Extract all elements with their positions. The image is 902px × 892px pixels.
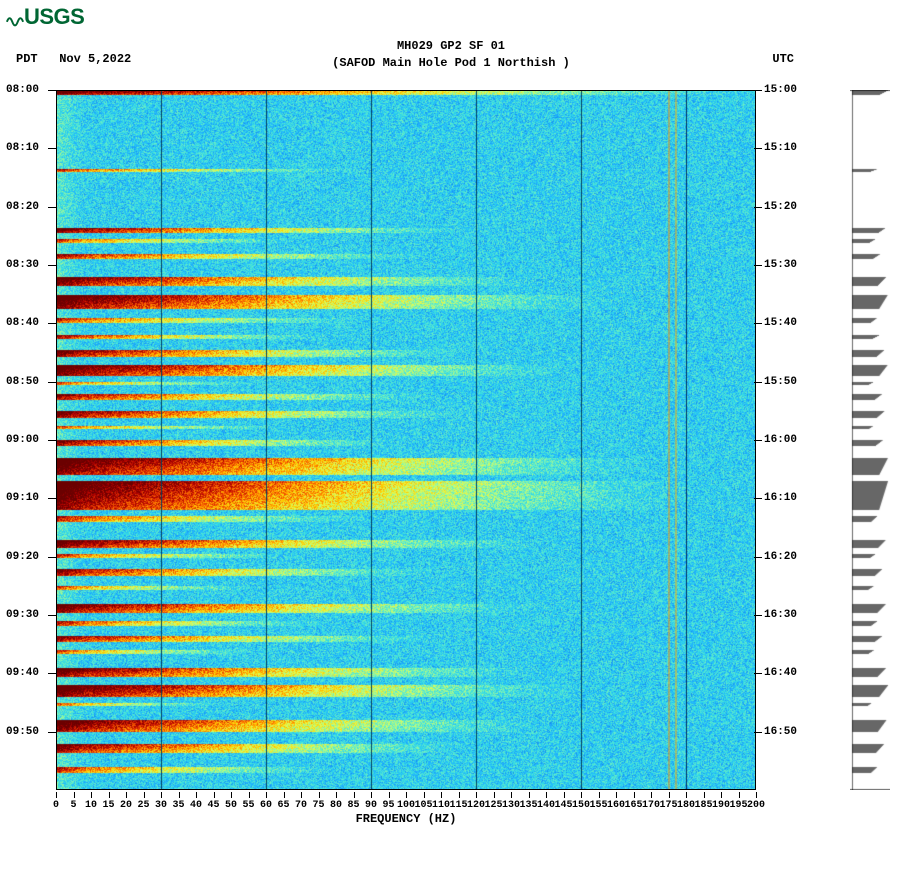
xtick: 160 bbox=[607, 800, 625, 811]
header-right-tz: UTC bbox=[772, 52, 794, 66]
ytick-right: 15:00 bbox=[764, 84, 797, 96]
ytick-left: 08:30 bbox=[6, 259, 39, 271]
chart-title: MH029 GP2 SF 01 (SAFOD Main Hole Pod 1 N… bbox=[0, 38, 902, 72]
y-axis-left-pdt: 08:0008:1008:2008:3008:4008:5009:0009:10… bbox=[6, 90, 54, 790]
ytick-right: 15:50 bbox=[764, 376, 797, 388]
ytick-right: 16:50 bbox=[764, 726, 797, 738]
xtick: 120 bbox=[467, 800, 485, 811]
xtick: 35 bbox=[172, 800, 184, 811]
usgs-wave-icon bbox=[6, 9, 24, 27]
xtick: 110 bbox=[432, 800, 450, 811]
usgs-logo: USGS bbox=[6, 4, 84, 30]
ytick-right: 16:20 bbox=[764, 551, 797, 563]
xtick: 0 bbox=[53, 800, 59, 811]
usgs-logo-text: USGS bbox=[24, 4, 84, 29]
xtick: 100 bbox=[397, 800, 415, 811]
xtick: 115 bbox=[449, 800, 467, 811]
ytick-right: 16:10 bbox=[764, 492, 797, 504]
amplitude-strip bbox=[850, 90, 890, 790]
title-line1: MH029 GP2 SF 01 bbox=[397, 39, 505, 53]
xtick: 195 bbox=[729, 800, 747, 811]
xtick: 175 bbox=[659, 800, 677, 811]
xtick: 150 bbox=[572, 800, 590, 811]
xtick: 60 bbox=[260, 800, 272, 811]
xtick: 125 bbox=[484, 800, 502, 811]
xtick: 65 bbox=[277, 800, 289, 811]
xtick: 30 bbox=[155, 800, 167, 811]
y-axis-right-utc: 15:0015:1015:2015:3015:4015:5016:0016:10… bbox=[764, 90, 812, 790]
ytick-left: 08:40 bbox=[6, 317, 39, 329]
spectrogram-plot bbox=[56, 90, 756, 790]
ytick-right: 15:30 bbox=[764, 259, 797, 271]
xtick: 155 bbox=[589, 800, 607, 811]
xtick: 200 bbox=[747, 800, 765, 811]
ytick-right: 15:10 bbox=[764, 142, 797, 154]
xtick: 140 bbox=[537, 800, 555, 811]
xtick: 40 bbox=[190, 800, 202, 811]
xtick: 185 bbox=[694, 800, 712, 811]
ytick-left: 08:20 bbox=[6, 201, 39, 213]
ytick-right: 15:20 bbox=[764, 201, 797, 213]
ytick-left: 09:00 bbox=[6, 434, 39, 446]
xtick: 145 bbox=[554, 800, 572, 811]
xtick: 25 bbox=[137, 800, 149, 811]
xtick: 50 bbox=[225, 800, 237, 811]
header-left: PDT Nov 5,2022 bbox=[16, 52, 131, 66]
header-left-date: Nov 5,2022 bbox=[59, 52, 131, 66]
ytick-right: 16:30 bbox=[764, 609, 797, 621]
xtick: 165 bbox=[624, 800, 642, 811]
xtick: 75 bbox=[312, 800, 324, 811]
ytick-left: 08:00 bbox=[6, 84, 39, 96]
xtick: 70 bbox=[295, 800, 307, 811]
ytick-left: 08:50 bbox=[6, 376, 39, 388]
xtick: 45 bbox=[207, 800, 219, 811]
xtick: 55 bbox=[242, 800, 254, 811]
x-axis-label: FREQUENCY (HZ) bbox=[56, 812, 756, 826]
xtick: 135 bbox=[519, 800, 537, 811]
ytick-left: 09:30 bbox=[6, 609, 39, 621]
xtick: 10 bbox=[85, 800, 97, 811]
xtick: 90 bbox=[365, 800, 377, 811]
xtick: 180 bbox=[677, 800, 695, 811]
xtick: 85 bbox=[347, 800, 359, 811]
ytick-left: 09:40 bbox=[6, 667, 39, 679]
xtick: 105 bbox=[414, 800, 432, 811]
ytick-right: 16:40 bbox=[764, 667, 797, 679]
xtick: 170 bbox=[642, 800, 660, 811]
title-line2: (SAFOD Main Hole Pod 1 Northish ) bbox=[332, 56, 570, 70]
xtick: 5 bbox=[70, 800, 76, 811]
xtick: 80 bbox=[330, 800, 342, 811]
spectrogram-canvas bbox=[56, 90, 756, 790]
ytick-left: 09:10 bbox=[6, 492, 39, 504]
ytick-left: 09:20 bbox=[6, 551, 39, 563]
amplitude-canvas bbox=[850, 90, 890, 790]
ytick-right: 16:00 bbox=[764, 434, 797, 446]
xtick: 20 bbox=[120, 800, 132, 811]
xtick: 15 bbox=[102, 800, 114, 811]
ytick-right: 15:40 bbox=[764, 317, 797, 329]
ytick-left: 09:50 bbox=[6, 726, 39, 738]
xtick: 130 bbox=[502, 800, 520, 811]
ytick-left: 08:10 bbox=[6, 142, 39, 154]
header-left-tz: PDT bbox=[16, 52, 38, 66]
xtick: 95 bbox=[382, 800, 394, 811]
xtick: 190 bbox=[712, 800, 730, 811]
